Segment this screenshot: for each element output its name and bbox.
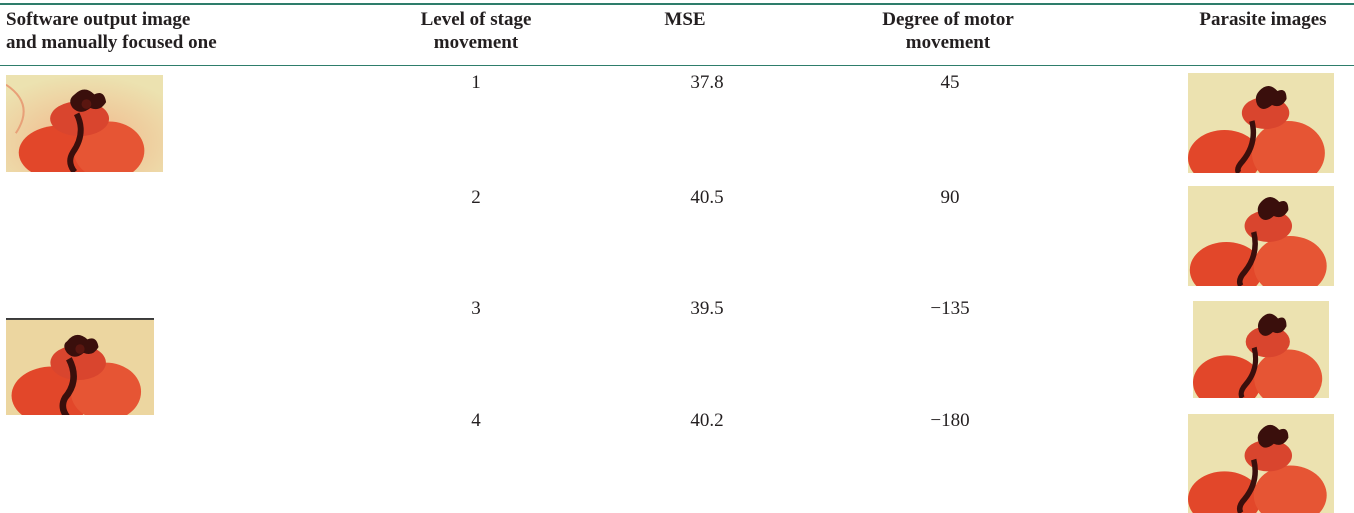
header-level-of-stage: Level of stage movement — [396, 8, 556, 54]
row-4-degree: −180 — [930, 410, 970, 431]
row-2-level: 2 — [471, 187, 481, 208]
row-3-level: 3 — [471, 298, 481, 319]
row-2-mse: 40.5 — [690, 187, 724, 208]
table-caption — [0, 0, 1354, 3]
header-degree-line-2: movement — [905, 32, 991, 53]
software-output-image-1 — [6, 75, 163, 172]
header-parasite-images: Parasite images — [1180, 8, 1346, 31]
row-1-level: 1 — [471, 72, 481, 93]
parasite-image-1 — [1188, 73, 1334, 173]
header-mse: MSE — [640, 8, 730, 31]
header-level-line-2: movement — [433, 32, 519, 53]
parasite-image-2 — [1188, 186, 1334, 286]
row-1-mse: 37.8 — [690, 72, 724, 93]
header-rule — [0, 65, 1354, 66]
header-mse-line-1: MSE — [664, 9, 706, 30]
row-1-degree: 45 — [940, 72, 960, 93]
table-top-rule — [0, 3, 1354, 5]
header-degree-of-motor: Degree of motor movement — [848, 8, 1048, 54]
parasite-image-3 — [1193, 301, 1329, 398]
header-level-line-1: Level of stage — [420, 9, 532, 30]
software-output-image-2 — [6, 318, 154, 415]
header-degree-line-1: Degree of motor — [882, 9, 1014, 30]
header-parasite-line-1: Parasite images — [1199, 9, 1327, 30]
row-4-level: 4 — [471, 410, 481, 431]
row-4-mse: 40.2 — [690, 410, 724, 431]
header-software-output: Software output image and manually focus… — [6, 8, 217, 54]
row-3-mse: 39.5 — [690, 298, 724, 319]
parasite-image-4 — [1188, 414, 1334, 513]
row-2-degree: 90 — [940, 187, 960, 208]
header-software-line-2: and manually focused one — [6, 32, 217, 53]
header-software-line-1: Software output image — [6, 9, 191, 30]
row-3-degree: −135 — [930, 298, 970, 319]
